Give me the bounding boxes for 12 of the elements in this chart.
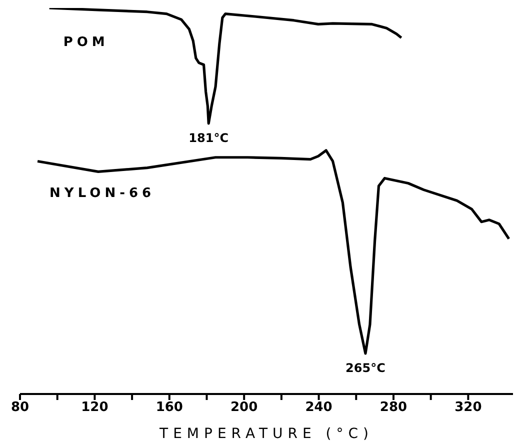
x-tick-label: 280 [380,400,408,416]
x-tick-label: 80 [10,400,30,416]
x-tick-label: 320 [454,400,482,416]
series-label: NYLON-66 [50,186,156,202]
x-axis-title: TEMPERATURE (°C) [158,426,374,442]
annotation: 181°C [188,130,229,145]
annotation: 265°C [346,360,386,375]
x-tick-label: 240 [305,400,332,416]
x-tick-label: 160 [156,400,183,416]
series-label: POM [63,35,109,50]
x-tick-label: 120 [81,400,108,416]
x-tick-label: 200 [230,400,258,416]
